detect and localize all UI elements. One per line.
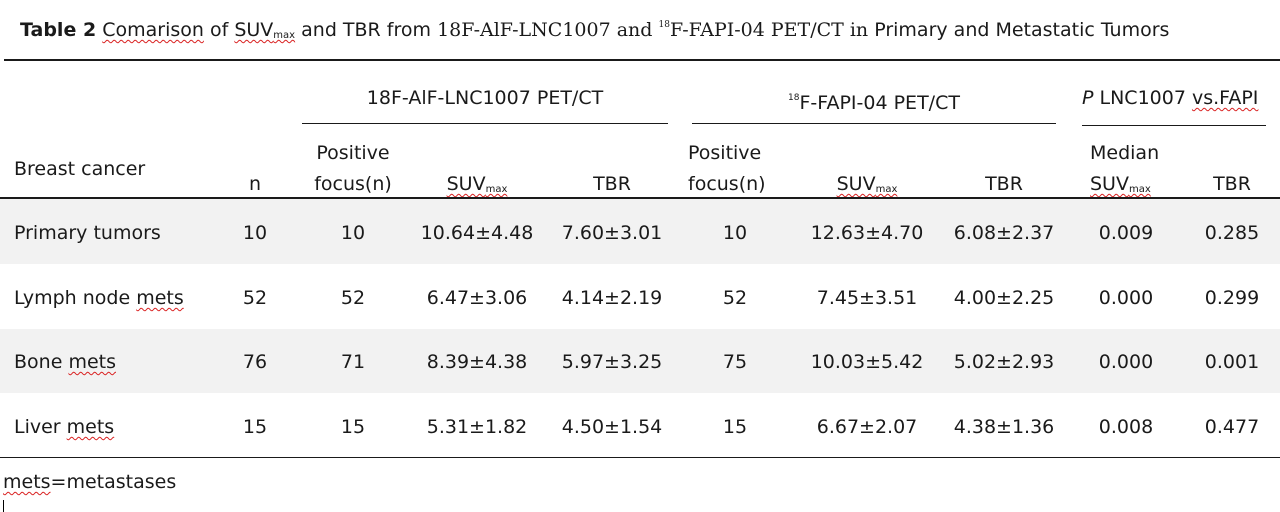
col-header-suv-text: SUV [446,173,486,195]
cell-n: 76 [242,351,268,373]
group-header-p-text: LNC1007 [1093,87,1192,109]
group-header-p-vs: vs.FAPI [1191,87,1259,109]
col-header-suvmax-1: SUVmax [410,172,544,202]
col-header-text: Positive [316,142,390,164]
col-header-text: Positive [688,142,762,164]
group-header-lnc1007: 18F-AlF-LNC1007 PET/CT [302,86,668,110]
cell-positive-focus-1: 15 [340,416,366,438]
col-header-positive-focus-1: Positive focus(n) [300,138,406,200]
group-header-p-value: P LNC1007 vs.FAPI [1082,86,1258,110]
row-band-primary [0,199,1280,264]
col-header-suvmax-2: SUVmax [800,172,934,202]
text-cursor [3,500,4,512]
caption-tracer2: F-FAPI-04 PET/CT in [669,19,869,41]
cell-positive-focus-2: 52 [722,287,748,309]
col-header-tbr-1: TBR [593,173,631,195]
caption-text: and TBR from [295,19,438,41]
cell-tbr-2: 4.38±1.36 [953,416,1055,438]
cell-p-tbr: 0.001 [1204,351,1260,373]
cell-p-suvmax: 0.008 [1098,416,1154,438]
cell-tbr-2: 4.00±2.25 [953,287,1055,309]
cell-suvmax-1: 10.64±4.48 [420,222,534,244]
col-header-suv-text: SUV [836,173,876,195]
cell-positive-focus-2: 10 [722,222,748,244]
col-header-tbr-2: TBR [985,173,1023,195]
cell-tbr-1: 4.14±2.19 [561,287,663,309]
caption-sup: 18 [658,20,670,30]
cell-p-tbr: 0.477 [1204,416,1260,438]
col-header-suv-sub: max [485,184,508,195]
table-top-rule [4,59,1280,61]
group-header-fapi-text: F-FAPI-04 PET/CT [799,92,960,114]
table-caption: Table 2 Comarison of SUVmax and TBR from… [20,12,1169,49]
caption-suv-text: SUV [234,19,274,41]
row-label-bone-mets: Bone mets [14,351,116,373]
cell-tbr-1: 7.60±3.01 [561,222,663,244]
group-rule-lnc1007 [302,123,668,124]
cell-positive-focus-1: 71 [340,351,366,373]
cell-p-suvmax: 0.000 [1098,351,1154,373]
col-header-text: focus(n) [314,173,392,195]
row-label-primary-tumors: Primary tumors [14,222,161,244]
cell-positive-focus-1: 52 [340,287,366,309]
cell-suvmax-2: 12.63±4.70 [810,222,924,244]
cell-n: 15 [242,416,268,438]
caption-suv-sub: max [273,30,296,41]
cell-tbr-2: 5.02±2.93 [953,351,1055,373]
cell-suvmax-2: 7.45±3.51 [816,287,918,309]
group-header-fapi-sup: 18 [788,93,800,103]
group-rule-fapi [692,123,1056,124]
col-header-suv-text: SUV [1090,173,1129,195]
p-symbol: P [1082,87,1094,109]
col-header-median-suvmax: Median SUVmax [1090,138,1190,205]
caption-tracer1: 18F-AlF-LNC1007 and [437,19,659,41]
header-bottom-rule [0,197,1280,199]
table-bottom-rule [0,457,1280,458]
caption-text: Primary and Metastatic Tumors [868,19,1170,41]
cell-positive-focus-1: 10 [340,222,366,244]
footnote-text: =metastases [50,471,177,493]
cell-positive-focus-2: 15 [722,416,748,438]
caption-misspelled-word: Comarison [102,19,204,41]
cell-suvmax-1: 8.39±4.38 [426,351,528,373]
cell-suvmax-2: 6.67±2.07 [816,416,918,438]
col-header-breast-cancer: Breast cancer [14,158,146,180]
group-header-lnc1007-text: 18F-AlF-LNC1007 PET/CT [366,87,604,109]
group-rule-p-value [1082,125,1266,126]
cell-n: 10 [242,222,268,244]
group-header-fapi: 18F-FAPI-04 PET/CT [692,86,1056,115]
col-header-n: n [248,173,262,195]
cell-tbr-1: 4.50±1.54 [561,416,663,438]
cell-suvmax-1: 5.31±1.82 [426,416,528,438]
caption-label: Table 2 [20,19,97,41]
col-header-suv-sub: max [875,184,898,195]
footnote: mets=metastases [3,470,176,494]
cell-suvmax-2: 10.03±5.42 [810,351,924,373]
caption-suv: SUVmax [234,19,295,41]
row-label-liver-mets: Liver mets [14,416,115,438]
cell-p-suvmax: 0.000 [1098,287,1154,309]
cell-p-tbr: 0.285 [1204,222,1260,244]
row-band-bone [0,329,1280,393]
caption-text: of [203,19,235,41]
footnote-abbrev: mets [3,471,51,493]
col-header-suv-sub: max [1128,184,1151,195]
cell-n: 52 [242,287,268,309]
row-label-lymph-node-mets: Lymph node mets [14,287,184,309]
col-header-positive-focus-2: Positive focus(n) [688,138,798,200]
cell-positive-focus-2: 75 [722,351,748,373]
cell-tbr-1: 5.97±3.25 [561,351,663,373]
cell-p-suvmax: 0.009 [1098,222,1154,244]
col-header-tbr-3: TBR [1213,173,1251,195]
cell-p-tbr: 0.299 [1204,287,1260,309]
col-header-text: Median [1090,142,1160,164]
cell-tbr-2: 6.08±2.37 [953,222,1055,244]
cell-suvmax-1: 6.47±3.06 [426,287,528,309]
col-header-text: focus(n) [688,173,766,195]
